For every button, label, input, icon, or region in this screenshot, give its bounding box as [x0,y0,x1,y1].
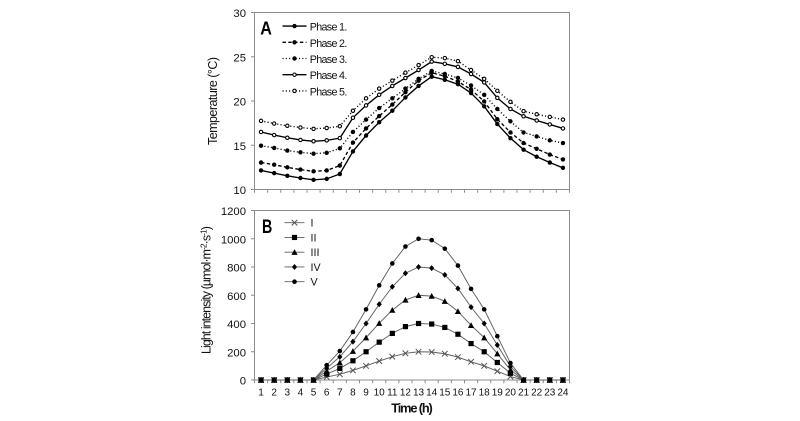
svg-text:Time (h): Time (h) [391,401,433,416]
svg-text:24: 24 [557,388,569,399]
svg-text:25: 25 [233,52,246,64]
svg-text:IV: IV [311,262,322,274]
svg-text:600: 600 [227,291,246,303]
svg-text:19: 19 [492,388,504,399]
svg-text:10: 10 [233,185,246,197]
svg-text:5: 5 [311,388,317,399]
svg-text:III: III [311,247,320,259]
svg-text:2: 2 [271,388,277,399]
svg-text:12: 12 [400,388,412,399]
svg-text:Phase 1.: Phase 1. [310,22,348,34]
svg-text:3: 3 [285,388,291,399]
svg-text:Phase 4.: Phase 4. [310,70,348,82]
svg-text:17: 17 [465,388,477,399]
svg-text:Phase 2.: Phase 2. [310,38,348,50]
svg-text:14: 14 [426,388,438,399]
svg-text:23: 23 [544,388,556,399]
svg-text:20: 20 [233,97,246,109]
svg-text:13: 13 [413,388,425,399]
svg-text:800: 800 [227,263,246,275]
svg-text:7: 7 [337,388,343,399]
svg-text:0: 0 [240,376,246,388]
svg-text:Light intensity (µmol·m-2·s-1): Light intensity (µmol·m-2·s-1) [199,226,214,354]
svg-text:1000: 1000 [221,234,246,246]
svg-text:1: 1 [258,388,264,399]
svg-text:10: 10 [374,388,386,399]
svg-text:V: V [311,277,319,289]
svg-text:11: 11 [387,388,398,399]
svg-text:B: B [262,215,272,238]
svg-text:15: 15 [439,388,451,399]
svg-text:Phase 3.: Phase 3. [310,54,348,66]
svg-text:I: I [311,218,314,230]
svg-text:21: 21 [518,388,530,399]
svg-text:6: 6 [324,388,330,399]
svg-text:II: II [311,232,317,244]
svg-text:200: 200 [227,347,246,359]
svg-text:400: 400 [227,319,246,331]
svg-text:9: 9 [363,388,369,399]
svg-text:Temperature (°C): Temperature (°C) [206,57,220,145]
svg-text:18: 18 [479,388,491,399]
svg-text:30: 30 [233,8,246,20]
svg-text:22: 22 [531,388,543,399]
svg-text:16: 16 [452,388,464,399]
svg-text:20: 20 [505,388,517,399]
svg-text:4: 4 [298,388,304,399]
svg-text:15: 15 [233,141,246,153]
svg-text:8: 8 [350,388,356,399]
svg-text:A: A [260,18,272,39]
svg-text:Phase 5.: Phase 5. [310,86,348,98]
svg-text:1200: 1200 [221,206,246,218]
